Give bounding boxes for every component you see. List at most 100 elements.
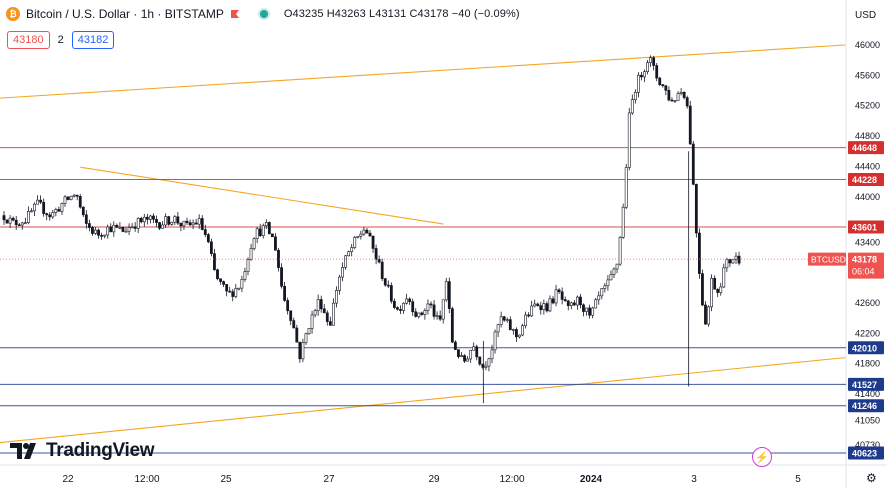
- y-tick-label: 41050: [855, 416, 880, 426]
- candle: [496, 324, 500, 333]
- candle: [405, 298, 409, 304]
- candle: [423, 310, 427, 315]
- candle: [258, 228, 262, 236]
- candle: [310, 314, 314, 329]
- candle: [182, 220, 186, 227]
- lightning-icon[interactable]: ⚡: [752, 447, 772, 467]
- candle: [676, 93, 680, 101]
- level-tag: [848, 377, 884, 391]
- candle: [127, 227, 131, 232]
- candle: [173, 216, 177, 223]
- symbol-title[interactable]: Bitcoin / U.S. Dollar · 1h · BITSTAMP: [26, 7, 224, 21]
- candle: [414, 311, 418, 317]
- candle: [429, 303, 433, 306]
- candle: [716, 288, 720, 293]
- candle: [533, 303, 537, 307]
- candle: [161, 224, 165, 229]
- settings-icon[interactable]: ⚙: [866, 471, 877, 485]
- candle: [353, 237, 357, 248]
- candle: [152, 215, 155, 220]
- candle: [392, 300, 396, 308]
- candle: [365, 229, 369, 234]
- candle: [84, 214, 88, 224]
- currency-selector[interactable]: USD: [855, 10, 877, 21]
- candle: [685, 97, 689, 107]
- x-tick-label: 29: [428, 474, 440, 485]
- candle: [643, 71, 646, 78]
- candle: [615, 263, 619, 270]
- x-tick-label: 2024: [580, 474, 603, 485]
- candle: [130, 226, 134, 229]
- candle: [72, 194, 76, 197]
- candle: [374, 248, 378, 260]
- plot-area: [0, 0, 846, 465]
- candle: [640, 74, 643, 78]
- candle: [51, 212, 55, 218]
- y-tick-label: 44000: [855, 192, 880, 202]
- candle: [508, 319, 512, 331]
- x-tick-label: 22: [62, 474, 74, 485]
- candle: [145, 216, 149, 220]
- candle: [438, 315, 442, 320]
- candle: [264, 222, 268, 226]
- trendline: [0, 44, 846, 99]
- bitcoin-icon: ₿: [6, 7, 20, 21]
- candle: [633, 92, 637, 100]
- candle: [563, 299, 567, 302]
- candle: [514, 329, 518, 338]
- sell-button[interactable]: 43180: [7, 31, 50, 49]
- candle: [447, 281, 451, 309]
- candle: [124, 230, 128, 233]
- candle: [331, 302, 335, 326]
- candle: [48, 214, 52, 218]
- candle: [380, 261, 384, 279]
- candle: [649, 57, 653, 63]
- level-tag-label: 40623: [852, 449, 877, 459]
- candle: [389, 285, 393, 302]
- candle: [655, 65, 659, 79]
- candle: [594, 299, 598, 309]
- candle: [237, 287, 241, 290]
- candle: [557, 289, 561, 293]
- candle: [475, 346, 479, 358]
- candle: [575, 296, 579, 306]
- candle: [670, 99, 674, 102]
- candle: [472, 346, 476, 351]
- candle: [36, 199, 39, 205]
- candle: [219, 278, 222, 282]
- candle: [42, 201, 46, 214]
- candle: [11, 217, 15, 221]
- candle: [213, 253, 216, 271]
- candle: [179, 222, 183, 227]
- tradingview-logo: TradingView: [10, 440, 155, 462]
- candle: [261, 225, 265, 236]
- candle: [691, 143, 695, 185]
- candle: [521, 325, 524, 336]
- y-tick-label: 45600: [855, 70, 880, 80]
- y-tick-label: 44800: [855, 131, 880, 141]
- candle: [267, 222, 271, 235]
- candle: [91, 227, 94, 234]
- candle: [667, 90, 671, 101]
- countdown-label: 06:04: [852, 267, 875, 277]
- candle: [94, 229, 97, 234]
- candle: [432, 304, 436, 317]
- candle: [313, 310, 317, 316]
- candle: [14, 219, 18, 226]
- candle: [286, 300, 290, 312]
- candle: [316, 299, 320, 311]
- candle: [121, 227, 125, 232]
- buy-button[interactable]: 43182: [71, 31, 115, 49]
- candle: [243, 271, 247, 280]
- flag-icon[interactable]: [230, 9, 240, 19]
- level-tag-label: 41527: [852, 380, 877, 390]
- candle: [158, 222, 161, 229]
- candle: [319, 299, 323, 310]
- candle: [100, 235, 104, 237]
- candle: [402, 302, 405, 311]
- candle: [298, 341, 302, 360]
- candle: [194, 222, 198, 225]
- candle: [66, 196, 70, 200]
- chart-header: ₿ Bitcoin / U.S. Dollar · 1h · BITSTAMP …: [6, 7, 520, 21]
